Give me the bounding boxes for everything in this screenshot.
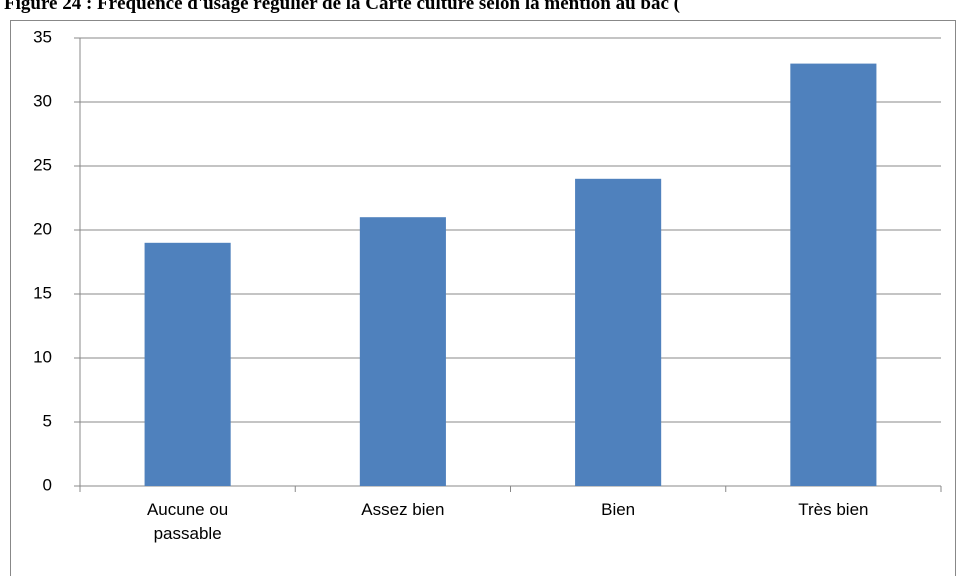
bar — [359, 217, 446, 486]
y-tick-label: 15 — [33, 283, 52, 302]
chart-title: Figure 24 : Fréquence d'usage régulier d… — [4, 0, 680, 14]
x-tick-label: Bien — [601, 500, 636, 519]
y-tick-label: 10 — [33, 347, 52, 366]
bar — [790, 63, 877, 486]
x-tick-label-box: Aucune ou passable — [146, 500, 229, 543]
x-tick-label-box: Très bien — [798, 500, 869, 519]
x-tick-label: Très bien — [798, 500, 869, 519]
x-tick-label-box: Bien — [601, 500, 636, 519]
y-tick-label: 25 — [33, 155, 52, 174]
bar — [575, 178, 662, 487]
x-tick-label-box: Assez bien — [361, 500, 445, 519]
bar — [144, 242, 231, 486]
y-tick-label: 30 — [33, 91, 52, 110]
y-tick-label: 20 — [33, 219, 52, 238]
x-tick-label: Aucune ou passable — [146, 500, 229, 543]
y-tick-label: 5 — [43, 411, 52, 430]
y-tick-label: 0 — [43, 475, 52, 494]
x-tick-label: Assez bien — [361, 500, 445, 519]
y-tick-label: 35 — [33, 27, 52, 46]
